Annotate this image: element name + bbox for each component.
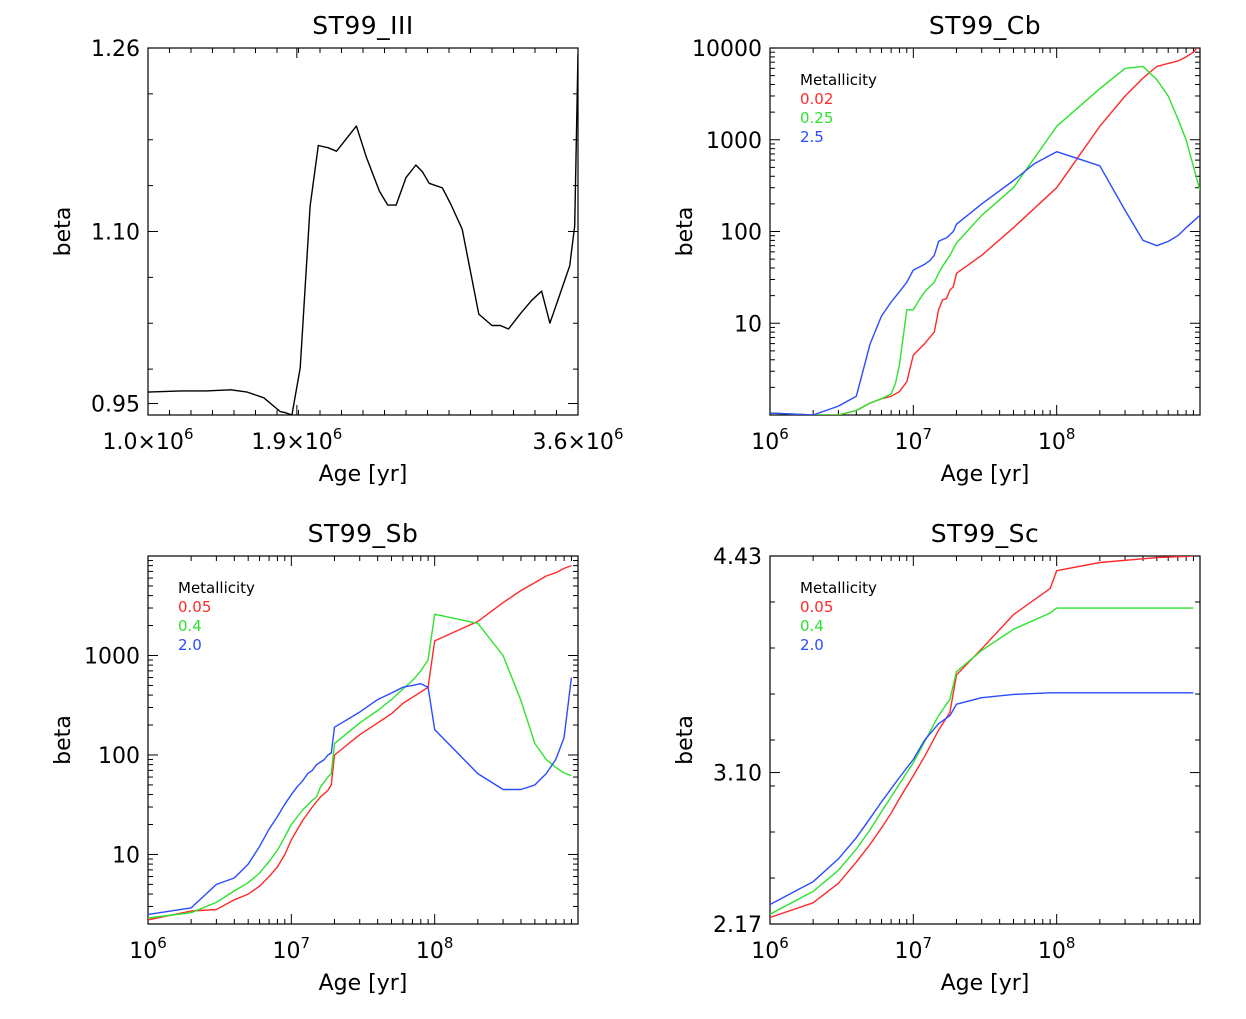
- legend-entry: 2.0: [800, 636, 824, 654]
- y-tick-label: 1000: [706, 129, 762, 154]
- series-line-2.0: [148, 677, 573, 916]
- y-tick-label: 10000: [692, 37, 762, 62]
- chart-title: ST99_Cb: [929, 11, 1041, 40]
- y-tick-label: 2.17: [713, 913, 762, 938]
- panel-st99-iii: ST99_III 1.0×106 1.9×106 3.6×106 0.95 1.10 1.2…: [51, 11, 623, 487]
- y-tick-label: 4.43: [713, 545, 762, 570]
- legend-title: Metallicity: [800, 579, 877, 597]
- plot-frame: [147, 47, 579, 416]
- y-tick-label: 3.10: [713, 762, 762, 787]
- legend-entry: 0.05: [800, 598, 833, 616]
- x-tick-label: 108: [1038, 934, 1076, 964]
- x-axis-label: Age [yr]: [319, 971, 408, 996]
- x-tick-label: 106: [129, 934, 167, 964]
- panel-st99-sc: ST99_Sc 106 107 108 2.17 3.10 4.43 Age [yr] beta…: [673, 519, 1201, 996]
- y-tick-label: 10: [112, 843, 140, 868]
- x-tick-label: 107: [895, 934, 933, 964]
- plot-frame: [769, 47, 1201, 416]
- legend-title: Metallicity: [178, 579, 255, 597]
- series-line-2.5: [770, 151, 1200, 415]
- y-tick-label: 10: [734, 312, 762, 337]
- legend-entry: 0.25: [800, 109, 833, 127]
- x-tick-label: 108: [1038, 425, 1076, 455]
- y-axis-label: beta: [51, 715, 76, 765]
- x-tick-label: 106: [751, 425, 789, 455]
- y-tick-label: 100: [720, 221, 762, 246]
- y-axis-label: beta: [51, 207, 76, 257]
- series-line-0.02: [770, 48, 1198, 415]
- y-tick-label: 1.10: [91, 221, 140, 246]
- legend-entry: 0.4: [178, 617, 202, 635]
- y-tick-label: 0.95: [91, 393, 140, 418]
- x-tick-label: 108: [416, 934, 454, 964]
- legend-entry: 2.5: [800, 128, 824, 146]
- chart-title: ST99_Sc: [931, 519, 1040, 548]
- x-tick-label: 3.6×106: [533, 425, 624, 455]
- series-line-0.4: [148, 613, 572, 919]
- y-tick-label: 1.26: [91, 37, 140, 62]
- legend-entry: 0.4: [800, 617, 824, 635]
- y-axis-label: beta: [673, 715, 698, 765]
- series-line-0.4: [770, 607, 1194, 915]
- x-axis-label: Age [yr]: [319, 462, 408, 487]
- legend-entry: 0.02: [800, 90, 833, 108]
- series-line-0.25: [770, 65, 1200, 415]
- x-tick-label: 1.0×106: [103, 425, 194, 455]
- series-line-0.05: [770, 556, 1194, 919]
- panel-st99-cb: ST99_Cb 106 107 108 10 100 1000 10000 Age [yr] be…: [673, 11, 1201, 487]
- legend-entry: 2.0: [178, 636, 202, 654]
- y-tick-label: 1000: [84, 644, 140, 669]
- y-tick-label: 100: [98, 744, 140, 769]
- plot-frame: [769, 555, 1201, 925]
- x-tick-label: 1.9×106: [251, 425, 342, 455]
- chart-title: ST99_III: [312, 11, 414, 40]
- series-line-0.05: [148, 564, 572, 921]
- legend-title: Metallicity: [800, 71, 877, 89]
- series-line-2.0: [770, 692, 1194, 906]
- series-line-0: [148, 53, 578, 415]
- x-axis-label: Age [yr]: [941, 462, 1030, 487]
- x-tick-label: 106: [751, 934, 789, 964]
- x-tick-label: 107: [273, 934, 311, 964]
- x-tick-label: 107: [895, 425, 933, 455]
- chart-title: ST99_Sb: [308, 519, 419, 548]
- legend-entry: 0.05: [178, 598, 211, 616]
- x-axis-label: Age [yr]: [941, 971, 1030, 996]
- panel-st99-sb: ST99_Sb 106 107 108 10 100 1000 Age [yr] beta Met…: [51, 519, 579, 996]
- y-axis-label: beta: [673, 207, 698, 257]
- plot-frame: [147, 555, 579, 925]
